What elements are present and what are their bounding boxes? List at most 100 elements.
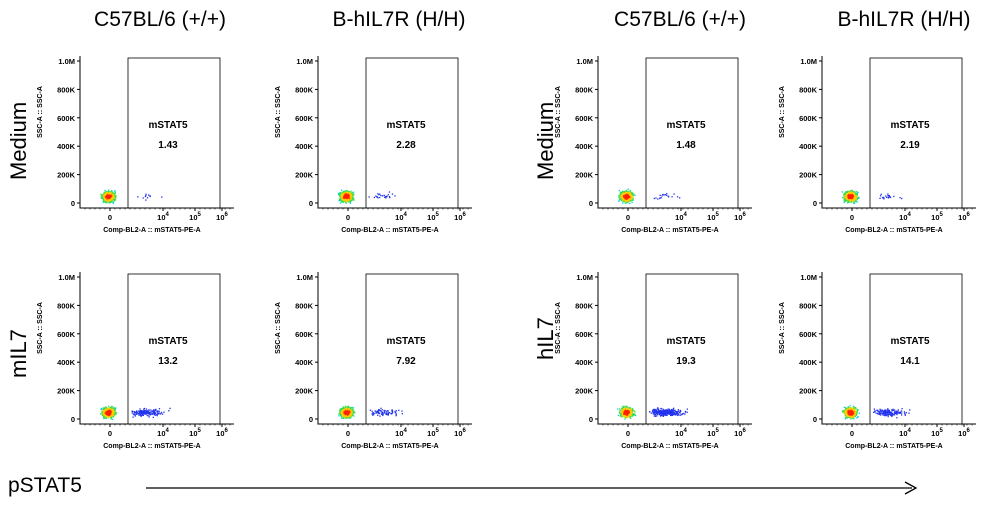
y-tick-label: 200K (575, 387, 594, 396)
gate-percent: 14.1 (900, 356, 920, 367)
gate-percent: 1.43 (158, 140, 178, 151)
gate-rect (645, 273, 739, 425)
x-tick-label: 106 (216, 212, 228, 222)
x-tick-label: 0 (626, 429, 630, 438)
gate-rect (869, 273, 963, 425)
gate-label: mSTAT5 (890, 120, 930, 131)
y-tick-label: 400K (799, 142, 818, 151)
x-tick-label: 104 (157, 428, 169, 438)
x-tick-label: 106 (958, 212, 970, 222)
gate-label: mSTAT5 (148, 120, 188, 131)
y-tick-label: 600K (295, 114, 314, 123)
y-tick-label: 1.0M (800, 273, 817, 282)
gate-percent: 7.92 (396, 356, 416, 367)
x-tick-label: 105 (189, 212, 201, 222)
x-tick-label: 104 (675, 212, 687, 222)
x-axis-label: Comp-BL2-A :: mSTAT5-PE-A (621, 227, 718, 234)
y-tick-label: 400K (295, 358, 314, 367)
x-tick-label: 0 (850, 213, 854, 222)
y-tick-label: 1.0M (576, 273, 593, 282)
y-tick-label: 600K (295, 330, 314, 339)
x-tick-label: 0 (108, 213, 112, 222)
y-tick-label: 800K (799, 85, 818, 94)
y-tick-label: 400K (575, 358, 594, 367)
x-tick-label: 104 (899, 428, 911, 438)
y-tick-label: 200K (799, 387, 818, 396)
x-tick-label: 104 (395, 428, 407, 438)
y-axis-label: SSC-A :: SSC-A (275, 302, 282, 354)
gate-label: mSTAT5 (386, 336, 426, 347)
gate-rect (127, 273, 221, 425)
gate-percent: 2.28 (396, 140, 416, 151)
y-tick-label: 0 (71, 199, 75, 208)
y-tick-label: 800K (575, 85, 594, 94)
y-tick-label: 0 (71, 415, 75, 424)
y-tick-label: 800K (57, 85, 76, 94)
x-tick-label: 0 (346, 213, 350, 222)
y-tick-label: 0 (813, 415, 817, 424)
y-tick-label: 1.0M (296, 57, 313, 66)
x-axis-label: Comp-BL2-A :: mSTAT5-PE-A (621, 443, 718, 450)
y-tick-label: 400K (295, 142, 314, 151)
y-tick-label: 1.0M (576, 57, 593, 66)
y-axis-label: SSC-A :: SSC-A (275, 86, 282, 138)
y-tick-label: 0 (589, 415, 593, 424)
x-tick-label: 0 (108, 429, 112, 438)
y-tick-label: 200K (57, 171, 76, 180)
x-tick-label: 104 (157, 212, 169, 222)
y-tick-label: 400K (57, 358, 76, 367)
x-tick-label: 106 (454, 428, 466, 438)
gate-label: mSTAT5 (386, 120, 426, 131)
x-tick-label: 106 (734, 212, 746, 222)
gate-percent: 1.48 (676, 140, 696, 151)
gate-percent: 2.19 (900, 140, 920, 151)
x-tick-label: 105 (427, 212, 439, 222)
y-tick-label: 400K (57, 142, 76, 151)
scatter-points (100, 405, 171, 421)
y-tick-label: 800K (799, 301, 818, 310)
y-axis-label: SSC-A :: SSC-A (779, 86, 786, 138)
y-tick-label: 0 (309, 415, 313, 424)
y-axis-label: SSC-A :: SSC-A (37, 302, 44, 354)
x-tick-label: 104 (395, 212, 407, 222)
col-header-1: C57BL/6 (+/+) (94, 8, 226, 31)
y-tick-label: 1.0M (296, 273, 313, 282)
gate-label: mSTAT5 (666, 120, 706, 131)
x-axis-label: Comp-BL2-A :: mSTAT5-PE-A (845, 443, 942, 450)
y-tick-label: 200K (575, 171, 594, 180)
y-axis-label: SSC-A :: SSC-A (779, 302, 786, 354)
scatter-points (617, 405, 688, 420)
y-tick-label: 800K (295, 301, 314, 310)
y-tick-label: 600K (57, 330, 76, 339)
y-tick-label: 0 (813, 199, 817, 208)
x-tick-label: 105 (931, 428, 943, 438)
gate-rect (365, 57, 459, 209)
y-tick-label: 400K (575, 142, 594, 151)
y-axis-label: SSC-A :: SSC-A (555, 302, 562, 354)
x-tick-label: 106 (216, 428, 228, 438)
x-tick-label: 106 (958, 428, 970, 438)
gate-label: mSTAT5 (148, 336, 188, 347)
y-tick-label: 1.0M (58, 57, 75, 66)
gate-percent: 19.3 (676, 356, 696, 367)
gate-rect (127, 57, 221, 209)
y-tick-label: 0 (309, 199, 313, 208)
x-tick-label: 105 (707, 212, 719, 222)
gate-rect (365, 273, 459, 425)
gate-label: mSTAT5 (890, 336, 930, 347)
